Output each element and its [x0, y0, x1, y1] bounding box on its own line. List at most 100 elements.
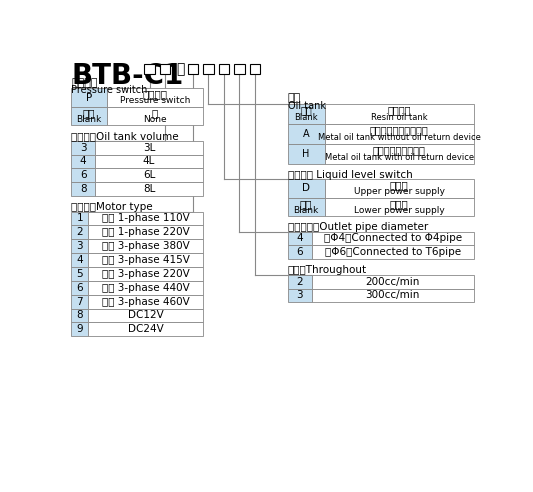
Text: Blank: Blank [294, 113, 318, 122]
Text: 6: 6 [77, 283, 83, 293]
Text: BTB-C1: BTB-C1 [71, 62, 183, 90]
Bar [188, 63, 198, 74]
Bar [71, 239, 88, 253]
Bar [159, 63, 171, 74]
Bar [234, 63, 245, 74]
Bar [287, 232, 312, 246]
Text: 压力开关: 压力开关 [142, 90, 167, 99]
Text: 三相 3-phase 460V: 三相 3-phase 460V [102, 297, 190, 307]
Bar [325, 104, 473, 123]
Bar [312, 232, 473, 246]
Text: DC12V: DC12V [128, 310, 164, 320]
Text: 金属油筱带回油装置: 金属油筱带回油装置 [373, 145, 425, 155]
Bar [107, 107, 203, 125]
Text: 2: 2 [296, 277, 303, 286]
Text: 接Φ6管Connected to Τ6pipe: 接Φ6管Connected to Τ6pipe [325, 247, 461, 257]
Bar [71, 253, 88, 267]
Text: 三相 3-phase 380V: 三相 3-phase 380V [102, 241, 190, 251]
Bar [88, 308, 203, 322]
Bar [107, 88, 203, 107]
Text: Metal oil tank without oil return device: Metal oil tank without oil return device [318, 133, 481, 142]
Text: 4L: 4L [143, 156, 155, 166]
Text: Pressure switch: Pressure switch [71, 85, 148, 95]
Text: 空白: 空白 [300, 199, 312, 209]
Bar [71, 267, 88, 281]
Text: 空白: 空白 [300, 105, 312, 115]
Text: DC24V: DC24V [128, 324, 164, 334]
Text: 三相 3-phase 415V: 三相 3-phase 415V [102, 255, 190, 265]
Bar [287, 179, 325, 198]
Text: 3: 3 [77, 241, 83, 251]
Bar [95, 141, 203, 154]
Bar [71, 212, 88, 225]
Text: Pressure switch: Pressure switch [120, 96, 190, 105]
Text: 三相 3-phase 440V: 三相 3-phase 440V [102, 283, 190, 293]
Text: Blank: Blank [76, 115, 102, 123]
Text: 下通电: 下通电 [390, 199, 408, 209]
Bar [287, 144, 325, 164]
Bar [95, 182, 203, 196]
Text: 单相 1-phase 110V: 单相 1-phase 110V [102, 214, 190, 223]
Text: A: A [303, 129, 310, 139]
Text: P: P [86, 92, 92, 102]
Text: 6: 6 [80, 170, 86, 180]
Text: 4: 4 [77, 255, 83, 265]
Text: 电机类型Motor type: 电机类型Motor type [71, 202, 153, 212]
Bar [144, 63, 155, 74]
Text: 上通电: 上通电 [390, 180, 408, 190]
Bar [325, 179, 473, 198]
Bar [325, 144, 473, 164]
Text: 4: 4 [296, 233, 303, 244]
Bar [88, 225, 203, 239]
Text: 吐出量Throughout: 吐出量Throughout [287, 265, 367, 276]
Bar [95, 154, 203, 168]
Bar [203, 63, 214, 74]
Bar [71, 107, 107, 125]
Bar [312, 246, 473, 259]
Text: H: H [302, 149, 310, 159]
Text: 3: 3 [296, 290, 303, 301]
Bar [312, 288, 473, 303]
Bar [71, 281, 88, 295]
Text: D: D [302, 184, 310, 193]
Bar [88, 253, 203, 267]
Text: None: None [143, 115, 167, 123]
Text: 8: 8 [77, 310, 83, 320]
Bar [88, 239, 203, 253]
Bar [325, 198, 473, 216]
Text: 液位开关 Liquid level switch: 液位开关 Liquid level switch [287, 170, 412, 180]
Text: 6L: 6L [143, 170, 155, 180]
Text: Lower power supply: Lower power supply [354, 206, 445, 215]
Text: 出油口管径Outlet pipe diameter: 出油口管径Outlet pipe diameter [287, 222, 428, 232]
Bar [287, 275, 312, 288]
Bar [71, 322, 88, 336]
Text: Blank: Blank [294, 206, 319, 215]
Text: －: － [176, 62, 185, 76]
Bar [219, 63, 229, 74]
Text: 树脂油筱: 树脂油筱 [387, 105, 411, 115]
Text: 6: 6 [296, 247, 303, 257]
Text: 2: 2 [77, 227, 83, 237]
Text: 无: 无 [152, 108, 158, 118]
Bar [312, 275, 473, 288]
Bar [287, 198, 325, 216]
Text: 5: 5 [77, 269, 83, 279]
Bar [249, 63, 261, 74]
Bar [71, 168, 95, 182]
Text: 4: 4 [80, 156, 86, 166]
Text: 金属油筱不带回油装置: 金属油筱不带回油装置 [370, 125, 429, 135]
Bar [88, 212, 203, 225]
Text: 1: 1 [77, 214, 83, 223]
Bar [287, 123, 325, 144]
Bar [71, 308, 88, 322]
Text: 单相 1-phase 220V: 单相 1-phase 220V [102, 227, 190, 237]
Text: Oil tank: Oil tank [287, 101, 326, 111]
Bar [287, 104, 325, 123]
Text: 8: 8 [80, 184, 86, 194]
Text: Upper power supply: Upper power supply [353, 187, 445, 196]
Bar [88, 281, 203, 295]
Text: 压力开关: 压力开关 [71, 78, 98, 88]
Text: 油箱: 油箱 [287, 93, 301, 103]
Bar [88, 322, 203, 336]
Text: 300cc/min: 300cc/min [366, 290, 420, 301]
